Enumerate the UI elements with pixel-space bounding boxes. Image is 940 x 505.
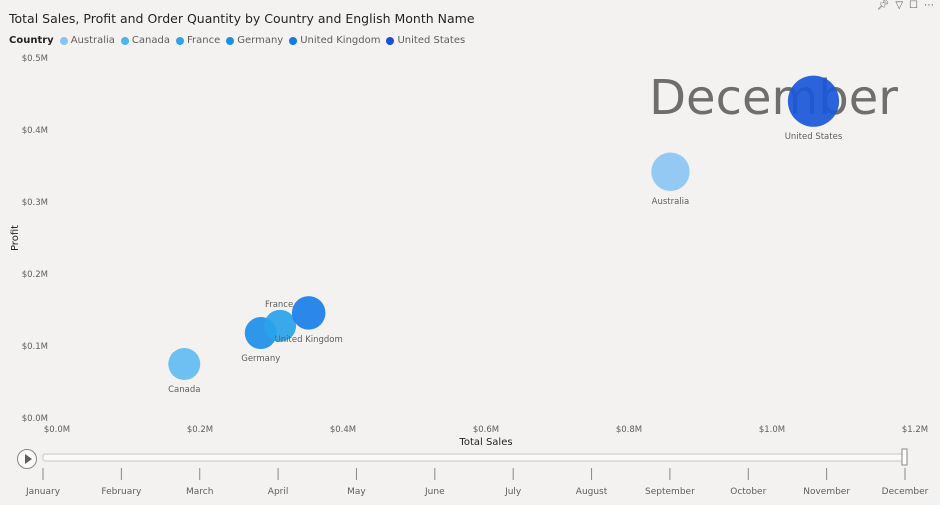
legend-dot [289, 36, 298, 45]
legend-dot [175, 36, 184, 45]
x-axis-title: Total Sales [458, 437, 512, 448]
data-label: France [265, 300, 293, 310]
timeline-month-label[interactable]: May [347, 487, 366, 497]
legend-label: Australia [70, 35, 115, 46]
pin-icon[interactable]: 📌︎ [876, 0, 890, 11]
legend-item-united-states[interactable]: United States [386, 35, 465, 46]
data-label: United Kingdom [275, 335, 343, 345]
timeline-month-label[interactable]: December [882, 487, 929, 497]
data-label: United States [785, 132, 843, 142]
y-tick-label: $0.3M [22, 198, 48, 208]
legend-label: United Kingdom [300, 35, 381, 46]
x-tick-label: $0.8M [616, 425, 642, 435]
legend-item-canada[interactable]: Canada [120, 35, 170, 46]
play-axis-watermark: December [649, 70, 898, 126]
legend-item-germany[interactable]: Germany [226, 35, 283, 46]
legend-title: Country [9, 35, 54, 46]
x-tick-label: $1.0M [759, 425, 785, 435]
play-button[interactable] [17, 449, 37, 469]
timeline-month-label[interactable]: April [268, 487, 289, 497]
bubble-united-kingdom[interactable] [291, 296, 326, 330]
timeline-month-label[interactable]: October [730, 487, 766, 497]
timeline-month-label[interactable]: November [803, 487, 850, 497]
legend-label: United States [397, 35, 466, 46]
legend-dot [120, 36, 129, 45]
x-tick-label: $0.4M [330, 425, 356, 435]
y-tick-label: $0.2M [22, 270, 48, 280]
more-options-icon[interactable]: ⋯ [924, 0, 934, 11]
timeline-month-label[interactable]: February [101, 487, 142, 497]
x-tick-label: $0.2M [187, 425, 213, 435]
legend-item-australia[interactable]: Australia [59, 35, 115, 46]
legend-item-united-kingdom[interactable]: United Kingdom [289, 35, 380, 46]
chart-title: Total Sales, Profit and Order Quantity b… [9, 11, 475, 26]
legend-label: France [186, 35, 221, 46]
timeline-month-label[interactable]: July [504, 487, 522, 497]
timeline-month-label[interactable]: June [424, 487, 445, 497]
play-icon [24, 454, 32, 464]
y-axis-title: Profit [10, 225, 21, 251]
legend-label: Germany [237, 35, 284, 46]
legend: Country Australia Canada France Germany … [9, 35, 471, 46]
legend-item-france[interactable]: France [175, 35, 221, 46]
data-label: Australia [652, 197, 690, 207]
timeline-month-label[interactable]: March [186, 487, 213, 497]
bubble-canada[interactable] [168, 348, 201, 380]
timeline-month-label[interactable]: January [25, 487, 61, 497]
bubble-france[interactable] [264, 309, 297, 342]
y-tick-label: $0.0M [22, 414, 48, 424]
visual-header-icons: 📌︎ ▽ ☐ ⋯ [877, 0, 934, 11]
timeline-track [42, 453, 906, 462]
filter-icon[interactable]: ▽ [895, 0, 904, 11]
legend-dot [59, 36, 68, 45]
legend-dot [226, 36, 235, 45]
legend-dot [386, 36, 395, 45]
data-label: Germany [241, 354, 280, 364]
focus-mode-icon[interactable]: ☐ [909, 0, 918, 11]
y-tick-label: $0.5M [22, 54, 48, 64]
x-tick-label: $1.2M [902, 425, 928, 435]
legend-label: Canada [131, 35, 170, 46]
x-tick-label: $0.6M [473, 425, 499, 435]
timeline-month-label[interactable]: August [576, 487, 608, 497]
x-tick-label: $0.0M [44, 425, 70, 435]
y-tick-label: $0.1M [22, 342, 48, 352]
timeline-handle[interactable] [901, 448, 908, 466]
timeline-month-label[interactable]: September [645, 487, 695, 497]
bubble-united-states[interactable] [787, 75, 840, 127]
data-label: Canada [168, 385, 200, 395]
y-tick-label: $0.4M [22, 126, 48, 136]
bubble-australia[interactable] [651, 152, 690, 191]
